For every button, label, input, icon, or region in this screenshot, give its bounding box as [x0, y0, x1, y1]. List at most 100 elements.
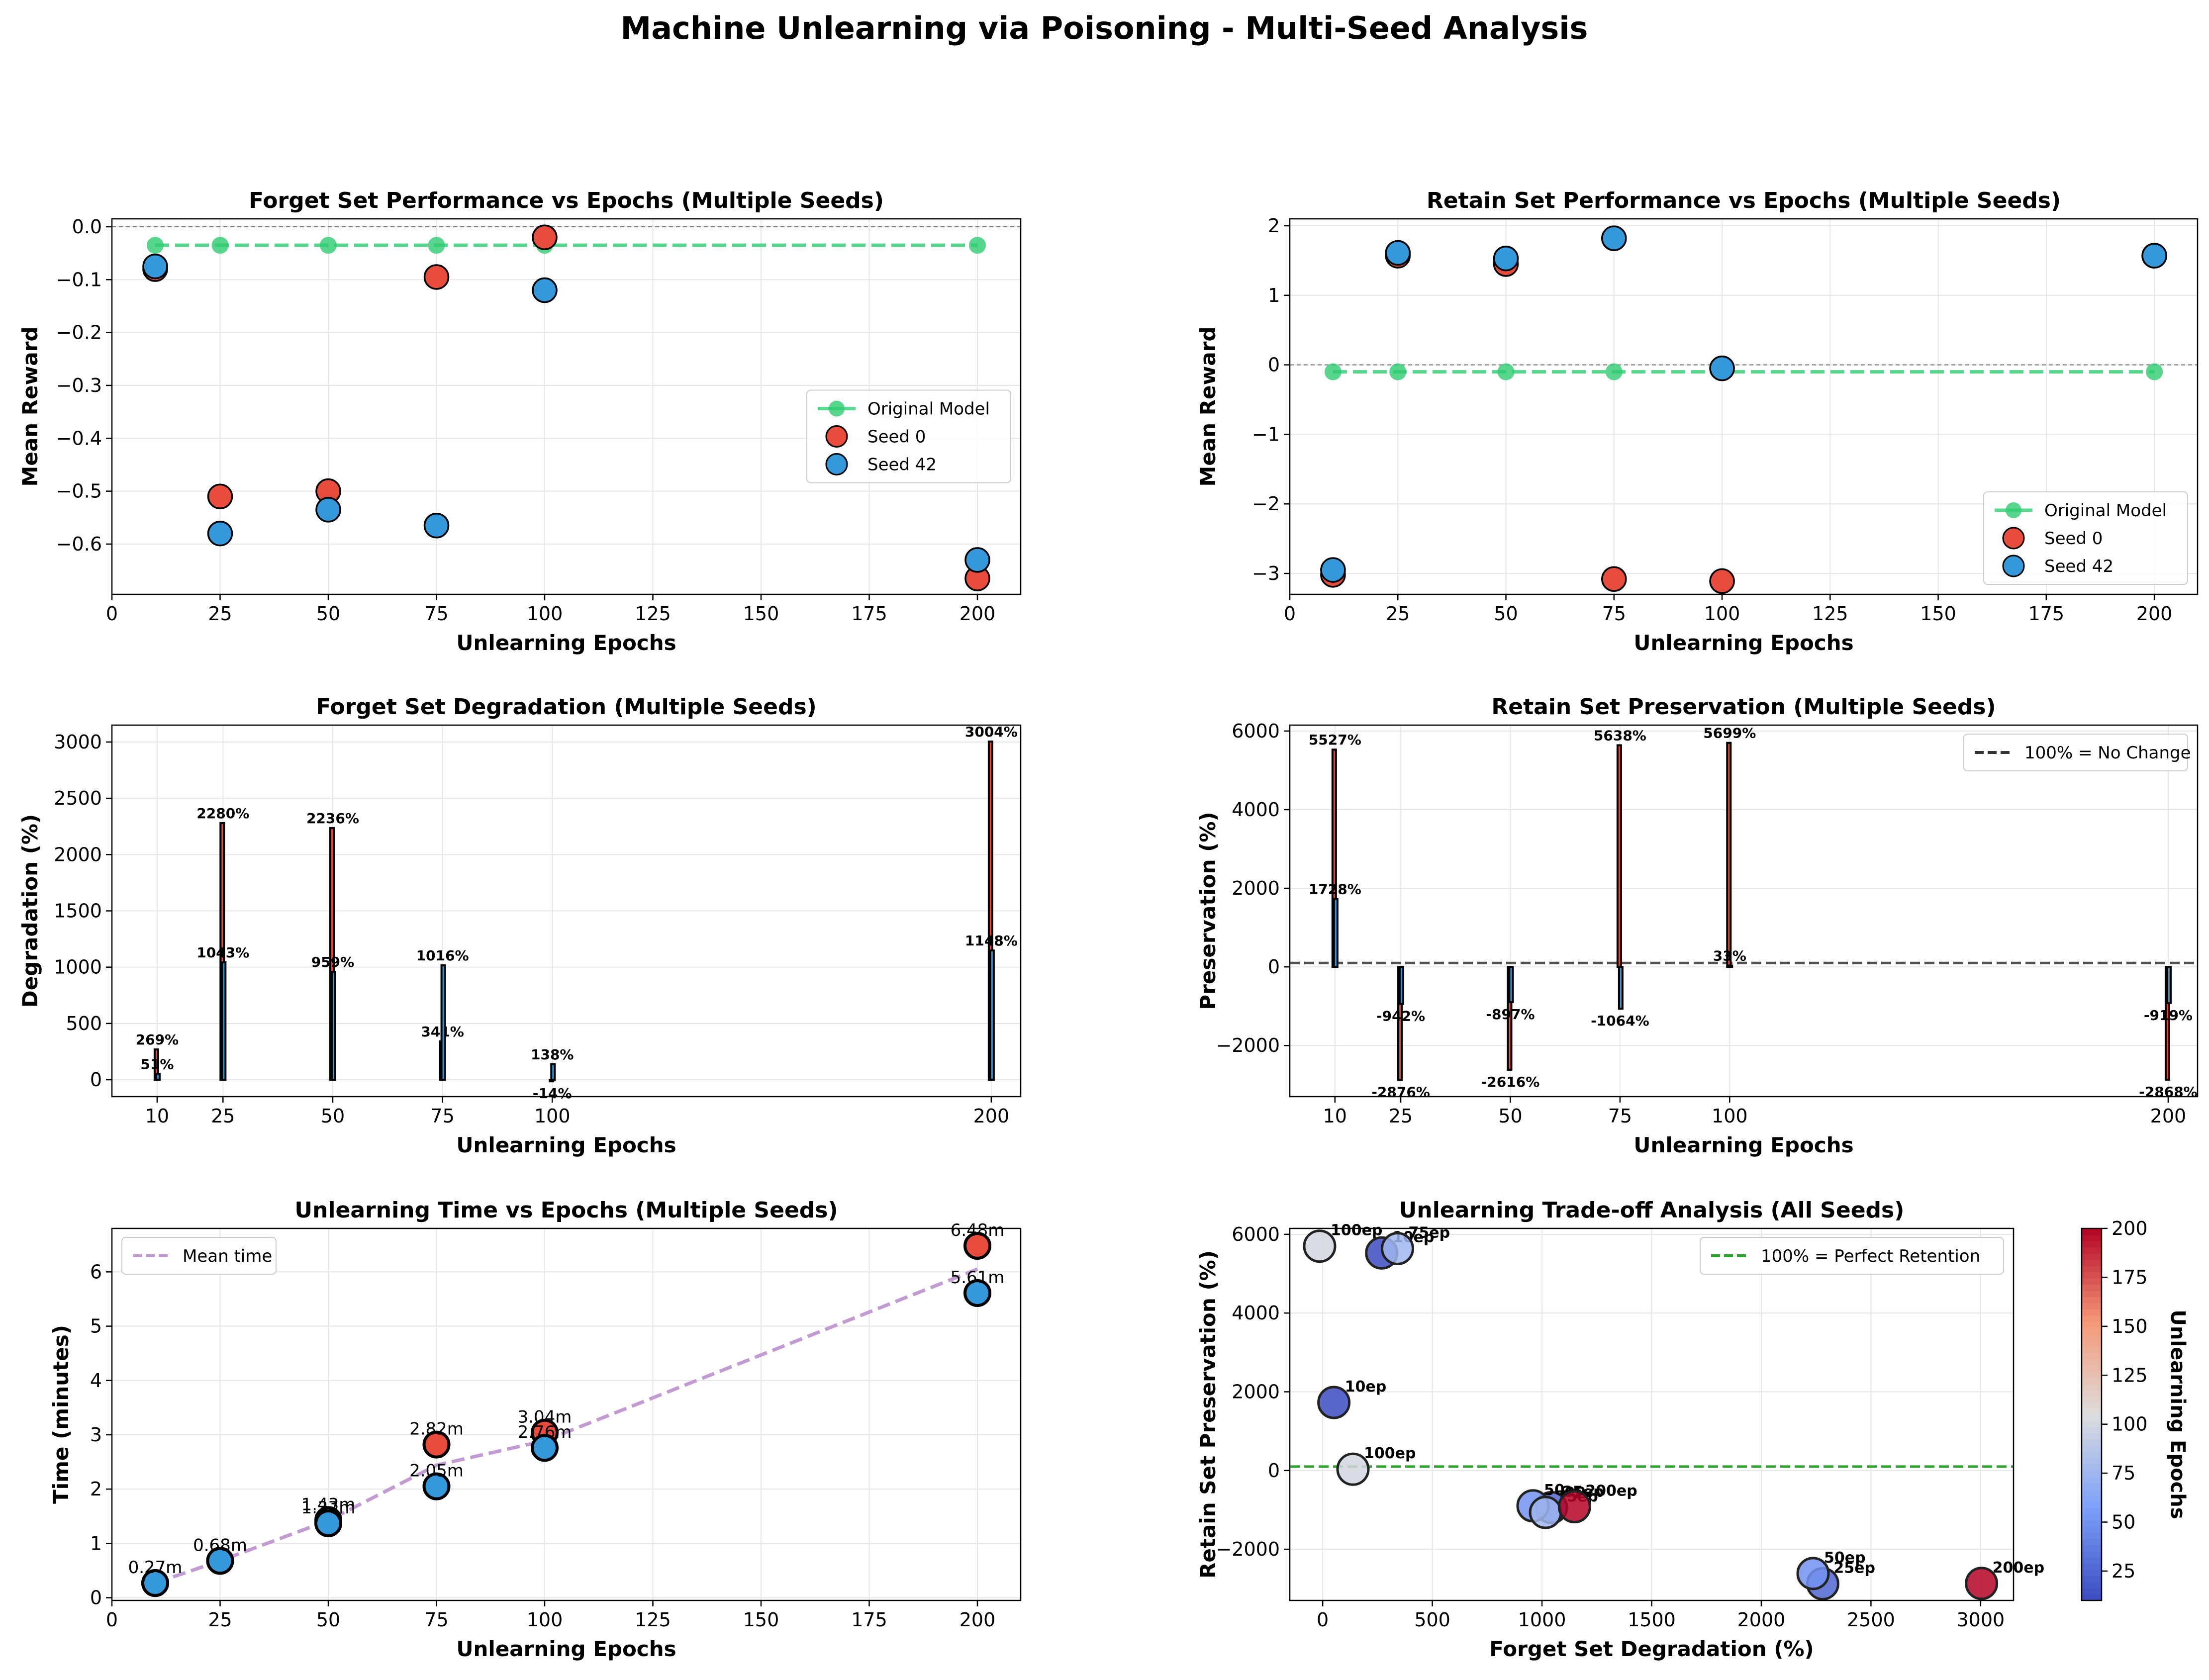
x-tick-label: 150 — [743, 1609, 779, 1631]
colorbar-segment — [2082, 1278, 2102, 1285]
bar-seed-42 — [989, 949, 995, 1081]
x-tick-label: 25 — [208, 603, 232, 625]
bar-value-label: -1064% — [1591, 1013, 1649, 1029]
original-model-point — [969, 237, 986, 254]
colorbar-segment — [2082, 1513, 2102, 1520]
colorbar-segment — [2082, 1414, 2102, 1421]
bar-seed-42 — [440, 964, 446, 1081]
bar-value-label: 5527% — [1309, 732, 1361, 748]
x-tick-label: 10 — [145, 1105, 169, 1127]
colorbar-segment — [2082, 1420, 2102, 1427]
colorbar-tick-label: 200 — [2112, 1217, 2148, 1239]
y-tick-label: 500 — [66, 1013, 102, 1034]
legend: Original Model Seed 0 Seed 42 — [1983, 491, 2188, 585]
y-tick-label: 1500 — [54, 900, 102, 922]
colorbar-segment — [2082, 1390, 2102, 1397]
colorbar-segment — [2082, 1588, 2102, 1595]
y-tick-label: −2 — [1252, 493, 1280, 515]
y-tick-label: 0.0 — [72, 216, 102, 238]
time-point-seed-42 — [422, 1472, 451, 1500]
colorbar-segment — [2082, 1470, 2102, 1477]
tradeoff-point-label: 25ep — [1833, 1559, 1875, 1577]
bar-value-label: 138% — [531, 1046, 574, 1063]
x-tick-label: 175 — [851, 1609, 887, 1631]
bar-value-label: 269% — [136, 1031, 179, 1048]
legend: 100% = No Change — [1963, 734, 2191, 771]
colorbar-segment — [2082, 1253, 2102, 1260]
legend: 100% = Perfect Retention — [1700, 1237, 2004, 1275]
time-point-seed-42 — [314, 1509, 342, 1537]
y-tick-label: −2000 — [1216, 1538, 1280, 1560]
original-model-point — [1497, 363, 1515, 380]
x-tick-label: 150 — [1920, 603, 1956, 625]
x-tick-label: 200 — [2136, 603, 2173, 625]
x-tick-label: 50 — [1498, 1105, 1522, 1127]
original-model-point — [320, 237, 337, 254]
bar-value-label: 1043% — [196, 944, 249, 961]
y-tick-label: 2 — [1268, 215, 1280, 237]
original-model-point — [211, 237, 229, 254]
colorbar-segment — [2082, 1576, 2102, 1583]
x-tick-label: 50 — [1494, 603, 1518, 625]
seed-42-point — [315, 497, 341, 523]
legend-label: Seed 42 — [2044, 557, 2113, 576]
axes-frame — [1289, 1227, 2015, 1601]
chart-forget_deg: 10 25 50 75 100 200050010001500200025003000Fo… — [18, 694, 1022, 1157]
tradeoff-point-label: 75ep — [1408, 1224, 1450, 1242]
y-tick-label: −0.4 — [56, 427, 102, 449]
colorbar-segment — [2082, 1272, 2102, 1279]
bar-seed-0 — [1616, 744, 1622, 968]
chart-retain_perf: 0 25 50 75 100 125 150 175 200 2 1 0 −1 −2 −3 Retain Se… — [1196, 188, 2199, 655]
bar-value-label: 2280% — [196, 805, 249, 822]
colorbar-segment — [2082, 1377, 2102, 1384]
colorbar-segment — [2082, 1538, 2102, 1545]
colorbar-segment — [2082, 1259, 2102, 1266]
bar-seed-42 — [155, 1073, 161, 1081]
legend-marker — [2002, 527, 2025, 550]
colorbar-segment — [2082, 1551, 2102, 1558]
y-tick-label: 3 — [90, 1424, 102, 1446]
bar-value-label: 33% — [1713, 948, 1746, 964]
legend-frame — [121, 1237, 277, 1275]
legend-marker — [829, 400, 845, 417]
colorbar-segment — [2082, 1433, 2102, 1440]
x-tick-label: 0 — [1284, 603, 1296, 625]
colorbar-segment — [2082, 1315, 2102, 1322]
tradeoff-point — [1380, 1232, 1414, 1266]
x-tick-label: 100 — [527, 603, 563, 625]
time-value-label: 6.48m — [951, 1220, 1005, 1240]
colorbar-segment — [2082, 1346, 2102, 1353]
x-tick-label: 75 — [424, 1609, 448, 1631]
y-tick-label: 0 — [1268, 354, 1280, 376]
x-axis-label: Unlearning Epochs — [456, 1637, 676, 1661]
colorbar-segment — [2082, 1309, 2102, 1316]
bar-seed-42 — [1618, 966, 1624, 1010]
chart-title: Unlearning Trade-off Analysis (All Seeds… — [1399, 1198, 1905, 1223]
seed-42-point — [964, 547, 990, 573]
colorbar-tick-label: 150 — [2112, 1315, 2148, 1337]
x-tick-label: 200 — [960, 1609, 996, 1631]
bar-seed-42 — [1508, 966, 1514, 1004]
colorbar-tick-label: 175 — [2112, 1266, 2148, 1288]
tradeoff-point — [1336, 1452, 1370, 1486]
axes-frame — [111, 1227, 1022, 1601]
x-tick-label: 25 — [1389, 1105, 1413, 1127]
legend-label: 100% = Perfect Retention — [1761, 1246, 1980, 1266]
x-tick-label: 10 — [1323, 1105, 1347, 1127]
colorbar-segment — [2082, 1352, 2102, 1359]
bar-value-label: 2236% — [306, 810, 359, 827]
bar-value-label: 5699% — [1703, 725, 1756, 742]
seed-42-point — [1385, 240, 1411, 266]
y-tick-label: 6000 — [1232, 1223, 1280, 1245]
original-model-point — [1324, 363, 1342, 380]
y-axis-label: Degradation (%) — [18, 814, 42, 1008]
chart-retain_pres: 10 25 50 75 100 200 6000 4000 2000 0 −2000 Retain S… — [1196, 694, 2199, 1157]
tradeoff-point-label: 100ep — [1364, 1445, 1416, 1462]
bar-value-label: 5638% — [1594, 727, 1646, 744]
x-tick-label: 25 — [208, 1609, 232, 1631]
axes-frame — [1289, 218, 2199, 595]
colorbar-segment — [2082, 1290, 2102, 1298]
colorbar-tick-label: 75 — [2112, 1462, 2135, 1484]
original-model-point — [2146, 363, 2163, 380]
